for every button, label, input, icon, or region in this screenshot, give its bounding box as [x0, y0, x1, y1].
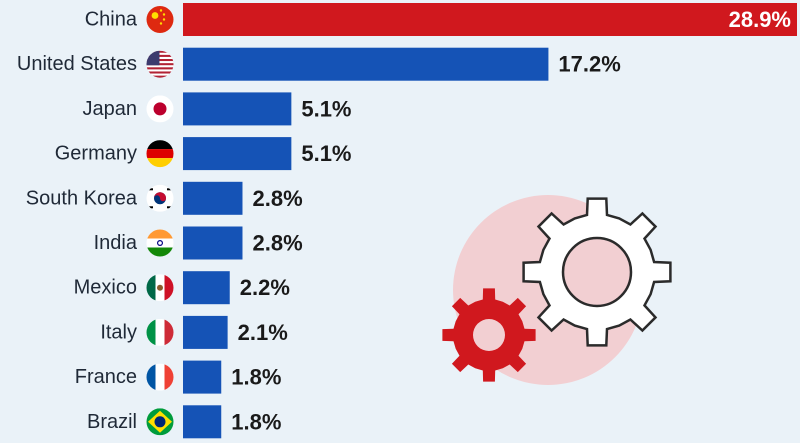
brazil-flag-icon	[146, 408, 174, 436]
bar	[183, 405, 222, 439]
china-flag-icon	[146, 6, 174, 33]
value-label: 2.2%	[240, 275, 290, 300]
value-label: 17.2%	[558, 52, 620, 77]
bar	[183, 3, 797, 36]
red-gear-icon	[442, 288, 536, 382]
category-label: Mexico	[74, 277, 137, 299]
bar	[183, 226, 243, 260]
value-label: 1.8%	[231, 409, 281, 434]
category-label: United States	[17, 53, 137, 75]
japan-flag-icon	[146, 95, 174, 123]
value-label: 5.1%	[301, 96, 351, 121]
bars-layer: China 28.9% United States 17.2% Japan 5.1% Ger…	[17, 3, 797, 439]
bar	[183, 137, 292, 171]
decoration	[442, 195, 672, 385]
bar	[183, 47, 549, 81]
italy-flag-icon	[146, 318, 174, 346]
category-label: France	[75, 366, 137, 388]
value-label: 2.8%	[252, 186, 302, 211]
south-korea-flag-icon	[146, 184, 174, 212]
germany-flag-icon	[146, 140, 174, 168]
value-label: 1.8%	[231, 365, 281, 390]
mexico-flag-icon	[146, 274, 174, 302]
bar	[183, 315, 228, 349]
category-label: China	[85, 9, 138, 31]
bar	[183, 271, 230, 305]
bar	[183, 181, 243, 215]
category-label: Italy	[100, 321, 137, 343]
category-label: Brazil	[87, 411, 137, 433]
bar	[183, 92, 292, 126]
value-label: 5.1%	[301, 141, 351, 166]
category-label: Germany	[55, 143, 137, 165]
category-label: South Korea	[26, 187, 138, 209]
united-states-flag-icon	[146, 50, 174, 78]
value-label: 28.9%	[729, 7, 791, 32]
category-label: Japan	[83, 98, 138, 120]
france-flag-icon	[146, 363, 174, 391]
india-flag-icon	[146, 229, 174, 257]
bar	[183, 360, 222, 394]
value-label: 2.8%	[252, 231, 302, 256]
category-label: India	[94, 232, 138, 254]
white-gear-icon	[522, 197, 672, 347]
value-label: 2.1%	[238, 320, 288, 345]
